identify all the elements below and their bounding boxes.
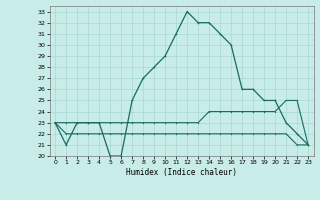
X-axis label: Humidex (Indice chaleur): Humidex (Indice chaleur) xyxy=(126,168,237,177)
